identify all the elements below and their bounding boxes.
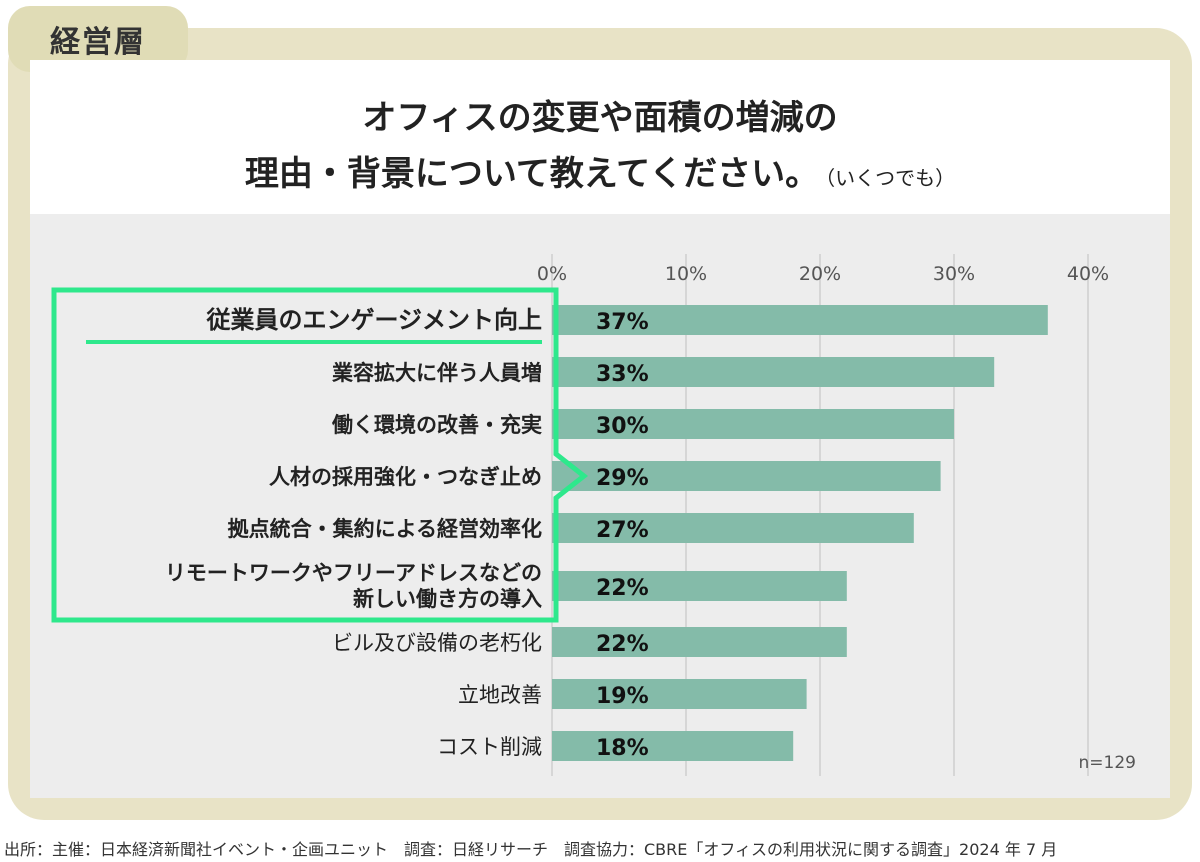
chart-header: オフィスの変更や面積の増減の 理由・背景について教えてください。 （いくつでも）: [30, 60, 1170, 214]
bar: [552, 461, 941, 491]
chart-title-line2-text: 理由・背景について教えてください。: [244, 154, 820, 194]
category-label: コスト削減: [437, 735, 542, 759]
category-label: 従業員のエンゲージメント向上: [205, 306, 542, 334]
bar: [552, 679, 807, 709]
chart-title-line2: 理由・背景について教えてください。 （いくつでも）: [30, 146, 1170, 195]
value-label: 29%: [596, 466, 649, 491]
value-label: 33%: [596, 362, 649, 387]
highlight-box: [51, 287, 589, 623]
plot-area: 0% 10% 20% 30% 40% 従業員のエンゲージメント向上業容拡大に伴う人員増 働く…: [30, 214, 1170, 798]
category-label: 働く環境の改善・充実: [331, 413, 542, 437]
value-label: 27%: [596, 518, 649, 543]
bar: [552, 731, 794, 761]
chart-title-note: （いくつでも）: [825, 166, 956, 190]
value-label: 37%: [596, 310, 649, 335]
category-label: 人材の採用強化・つなぎ止め: [269, 465, 542, 489]
category-label: リモートワークやフリーアドレスなどの新しい働き方の導入: [165, 561, 542, 611]
x-tick-label: 10%: [665, 263, 707, 285]
bar: [552, 513, 914, 543]
value-label: 22%: [596, 576, 649, 601]
chart-title-line1: オフィスの変更や面積の増減の: [362, 98, 838, 138]
x-tick-label: 40%: [1067, 263, 1109, 285]
bar: [552, 571, 847, 601]
top-item-underline: [86, 340, 542, 344]
value-label: 30%: [596, 414, 649, 439]
bar-chart: 0% 10% 20% 30% 40% 従業員のエンゲージメント向上業容拡大に伴う人員増働く…: [51, 254, 1136, 776]
category-label: ビル及び設備の老朽化: [332, 631, 542, 655]
category-label: 拠点統合・集約による経営効率化: [228, 517, 542, 541]
x-tick-label: 0%: [537, 263, 567, 285]
source-note: 出所：主催：日本経済新聞社イベント・企画ユニット 調査：日経リサーチ 調査協力：…: [4, 840, 1058, 859]
value-label: 19%: [596, 684, 649, 709]
x-tick-label: 30%: [933, 263, 975, 285]
x-tick-label: 20%: [799, 263, 841, 285]
bar: [552, 305, 1048, 335]
value-label: 22%: [596, 632, 649, 657]
bar: [552, 357, 995, 387]
category-label: 立地改善: [458, 683, 542, 707]
bar: [552, 409, 954, 439]
value-label: 18%: [596, 736, 649, 761]
sample-size-note: n=129: [1079, 753, 1136, 773]
bar: [552, 627, 847, 657]
category-label: 業容拡大に伴う人員増: [332, 361, 542, 385]
